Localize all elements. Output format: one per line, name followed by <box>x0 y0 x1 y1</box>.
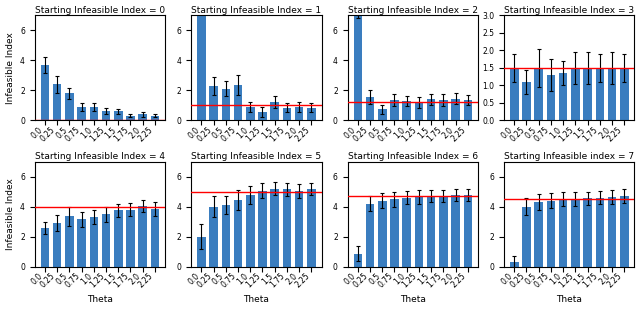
Bar <box>415 197 423 267</box>
Bar <box>522 82 531 120</box>
Bar <box>415 102 423 120</box>
Bar <box>53 84 61 120</box>
Bar <box>559 73 568 120</box>
Bar <box>126 116 135 120</box>
Bar <box>571 199 580 267</box>
Bar <box>90 217 98 267</box>
Bar <box>547 201 555 267</box>
Title: Starting Infeasible Index = 1: Starting Infeasible Index = 1 <box>191 6 321 15</box>
Bar <box>595 68 604 120</box>
Title: Starting Infeasible Index = 0: Starting Infeasible Index = 0 <box>35 6 165 15</box>
Bar <box>571 68 580 120</box>
Bar <box>90 107 98 120</box>
Bar <box>463 100 472 120</box>
Bar <box>559 199 568 267</box>
Bar <box>197 0 205 120</box>
Title: Starting Infeasible Index = 3: Starting Infeasible Index = 3 <box>504 6 634 15</box>
Title: Starting Infeasible Index = 4: Starting Infeasible Index = 4 <box>35 152 165 161</box>
Bar <box>378 109 387 120</box>
Bar <box>197 237 205 267</box>
Bar <box>150 209 159 267</box>
Bar <box>234 85 243 120</box>
Bar <box>258 191 267 267</box>
Bar <box>295 191 303 267</box>
Bar <box>403 198 411 267</box>
Bar <box>77 219 86 267</box>
Bar <box>353 254 362 267</box>
Bar <box>271 189 279 267</box>
Bar <box>390 100 399 120</box>
Bar <box>463 195 472 267</box>
Bar <box>534 68 543 120</box>
Bar <box>620 196 628 267</box>
Title: Starting Infeasible Index = 2: Starting Infeasible Index = 2 <box>348 6 478 15</box>
Bar <box>246 107 255 120</box>
Bar <box>534 202 543 267</box>
Bar <box>403 101 411 120</box>
X-axis label: Theta: Theta <box>556 295 582 304</box>
Bar <box>307 189 316 267</box>
Bar <box>353 0 362 120</box>
Bar <box>221 89 230 120</box>
Bar <box>365 97 374 120</box>
Bar <box>40 65 49 120</box>
Bar <box>209 86 218 120</box>
Bar <box>378 201 387 267</box>
Bar <box>138 206 147 267</box>
Bar <box>77 107 86 120</box>
Bar <box>271 102 279 120</box>
Bar <box>451 99 460 120</box>
Bar <box>221 205 230 267</box>
Bar <box>114 111 122 120</box>
Bar <box>365 204 374 267</box>
Bar <box>126 210 135 267</box>
Bar <box>307 108 316 120</box>
Bar <box>150 116 159 120</box>
Bar <box>427 99 435 120</box>
Title: Starting Infeasible Index = 6: Starting Infeasible Index = 6 <box>348 152 478 161</box>
X-axis label: Theta: Theta <box>87 295 113 304</box>
Bar <box>40 228 49 267</box>
Bar <box>295 107 303 120</box>
Bar <box>583 198 592 267</box>
Bar <box>65 93 74 120</box>
Bar <box>114 210 122 267</box>
Bar <box>510 68 518 120</box>
Bar <box>209 207 218 267</box>
Bar <box>102 214 110 267</box>
Bar <box>102 111 110 120</box>
Bar <box>595 198 604 267</box>
X-axis label: Theta: Theta <box>243 295 269 304</box>
Bar <box>510 262 518 267</box>
Bar <box>138 114 147 120</box>
Bar <box>608 68 616 120</box>
Bar <box>620 68 628 120</box>
Y-axis label: Infeasible Index: Infeasible Index <box>6 178 15 250</box>
Bar <box>439 196 447 267</box>
X-axis label: Theta: Theta <box>400 295 426 304</box>
Bar <box>522 207 531 267</box>
Bar <box>547 75 555 120</box>
Bar <box>246 195 255 267</box>
Bar <box>451 195 460 267</box>
Bar <box>65 216 74 267</box>
Title: Starting Infeasible index = 7: Starting Infeasible index = 7 <box>504 152 634 161</box>
Bar <box>283 108 291 120</box>
Bar <box>427 196 435 267</box>
Bar <box>234 200 243 267</box>
Bar <box>608 197 616 267</box>
Bar <box>390 199 399 267</box>
Bar <box>53 223 61 267</box>
Bar <box>283 189 291 267</box>
Y-axis label: Infeasible Index: Infeasible Index <box>6 32 15 104</box>
Bar <box>258 112 267 120</box>
Bar <box>583 68 592 120</box>
Bar <box>439 100 447 120</box>
Title: Starting Infeasible Index = 5: Starting Infeasible Index = 5 <box>191 152 321 161</box>
